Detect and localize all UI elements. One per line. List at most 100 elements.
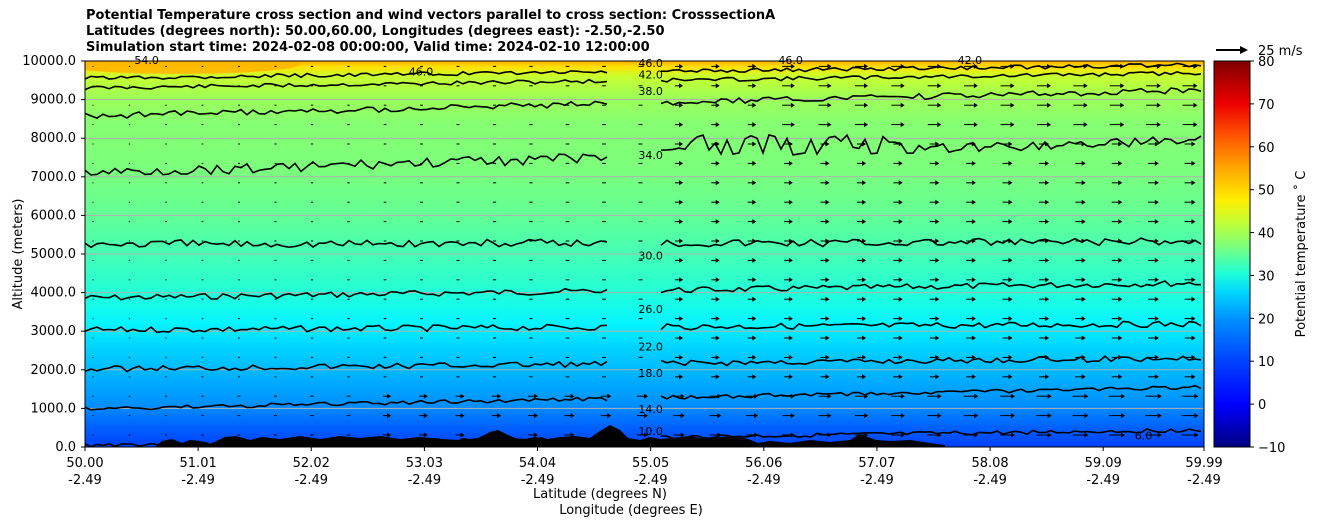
wind-vector-head (754, 413, 759, 419)
wind-vector-head (1193, 63, 1198, 69)
wind-vector-head (898, 374, 903, 380)
wind-vector-head (862, 238, 867, 244)
wind-vector-head (752, 199, 757, 205)
wind-vector-head (973, 122, 978, 128)
wind-vector-head (1083, 63, 1088, 69)
wind-vector-head (1047, 393, 1052, 399)
x-tick-label-lat: 51.01 (180, 456, 217, 471)
wind-vector-head (1047, 413, 1052, 419)
wind-vector-head (533, 432, 538, 438)
wind-vector-head (1081, 374, 1086, 380)
wind-vector-head (679, 277, 684, 283)
wind-vector-head (1193, 83, 1198, 89)
wind-vector-head (1081, 296, 1086, 302)
wind-vector-head (1083, 122, 1088, 128)
wind-vector-head (679, 180, 684, 186)
wind-vector-head (825, 199, 830, 205)
y-tick-label: 0.0 (55, 440, 76, 455)
wind-vector-head (1156, 83, 1161, 89)
wind-vector-head (680, 393, 685, 399)
wind-vector-head (790, 102, 795, 108)
wind-vector-head (1010, 413, 1015, 419)
wind-vector-head (460, 432, 465, 438)
x-tick-label-lat: 56.06 (745, 456, 782, 471)
wind-vector-head (679, 219, 684, 225)
wind-vector-head (1010, 63, 1015, 69)
wind-vector-head (825, 296, 830, 302)
wind-vector-head (679, 335, 684, 341)
wind-vector-head (900, 122, 905, 128)
wind-vector-head (790, 413, 795, 419)
x-tick-label-lon: -2.49 (181, 473, 215, 488)
wind-vector-head (825, 180, 830, 186)
wind-vector-head (971, 257, 976, 263)
wind-vector-head (788, 238, 793, 244)
wind-vector-head (864, 45, 868, 50)
wind-vector-head (570, 413, 575, 419)
colorbar-tick-label: 20 (1258, 312, 1275, 327)
wind-vector-head (1047, 63, 1052, 69)
wind-vector-head (1118, 238, 1123, 244)
wind-vector-head (679, 238, 684, 244)
x-tick-label-lon: -2.49 (68, 473, 102, 488)
wind-vector-head (974, 45, 978, 50)
wind-vector-head (1010, 102, 1015, 108)
grid-lines (85, 99, 1204, 409)
contour-label: 14.0 (638, 403, 663, 416)
contour-line (85, 87, 1202, 119)
wind-vector-head (1118, 160, 1123, 166)
wind-vector-head (752, 316, 757, 322)
wind-vector-head (788, 296, 793, 302)
wind-vector-head (752, 141, 757, 147)
wind-vector-head (862, 277, 867, 283)
wind-vector-head (791, 45, 795, 50)
wind-vector-head (1047, 432, 1052, 438)
wind-vector-head (752, 335, 757, 341)
x-tick-label-lon: -2.49 (747, 473, 781, 488)
x-tick-label-lat: 52.02 (293, 456, 330, 471)
wind-vector-head (1156, 122, 1161, 128)
wind-vector-head (1154, 141, 1159, 147)
wind-vector-head (715, 354, 720, 360)
wind-vector-head (974, 393, 979, 399)
wind-vector-head (1084, 432, 1089, 438)
wind-vector-head (1008, 316, 1013, 322)
wind-vector-head (752, 354, 757, 360)
wind-vector-head (788, 257, 793, 263)
contour-label: 30.0 (638, 250, 663, 263)
wind-vector-head (937, 63, 942, 69)
wind-vector-head (898, 277, 903, 283)
wind-vector-head (1191, 257, 1196, 263)
wind-vector-head (862, 354, 867, 360)
y-tick-label: 7000.0 (31, 170, 77, 185)
wind-vector-head (1191, 277, 1196, 283)
wind-vector-head (1008, 277, 1013, 283)
chart-title-line-3: Simulation start time: 2024-02-08 00:00:… (86, 40, 650, 55)
wind-vector-head (752, 180, 757, 186)
wind-vector-head (971, 316, 976, 322)
y-axis-label: Altitude (meters) (11, 199, 26, 310)
wind-vector-head (1118, 180, 1123, 186)
wind-vector-head (387, 432, 392, 438)
wind-vector-head (715, 122, 720, 128)
x-tick-label-lon: -2.49 (1086, 473, 1120, 488)
wind-vector-head (1045, 180, 1050, 186)
wind-vector-head (1118, 219, 1123, 225)
y-tick-label: 3000.0 (31, 324, 77, 339)
x-tick-label-lat: 53.03 (406, 456, 443, 471)
wind-vector-head (1081, 257, 1086, 263)
wind-vector-head (971, 296, 976, 302)
wind-vector-head (717, 393, 722, 399)
wind-vector-head (680, 413, 685, 419)
wind-vector-head (1081, 277, 1086, 283)
wind-vector-head (862, 257, 867, 263)
wind-vector-head (752, 45, 756, 50)
wind-vector-head (827, 102, 832, 108)
wind-vector-head (1047, 45, 1051, 50)
wind-vector-head (971, 160, 976, 166)
contour-label: 10.0 (638, 425, 663, 438)
wind-vector-head (643, 432, 648, 438)
wind-vector-head (387, 413, 392, 419)
wind-vector-head (898, 238, 903, 244)
